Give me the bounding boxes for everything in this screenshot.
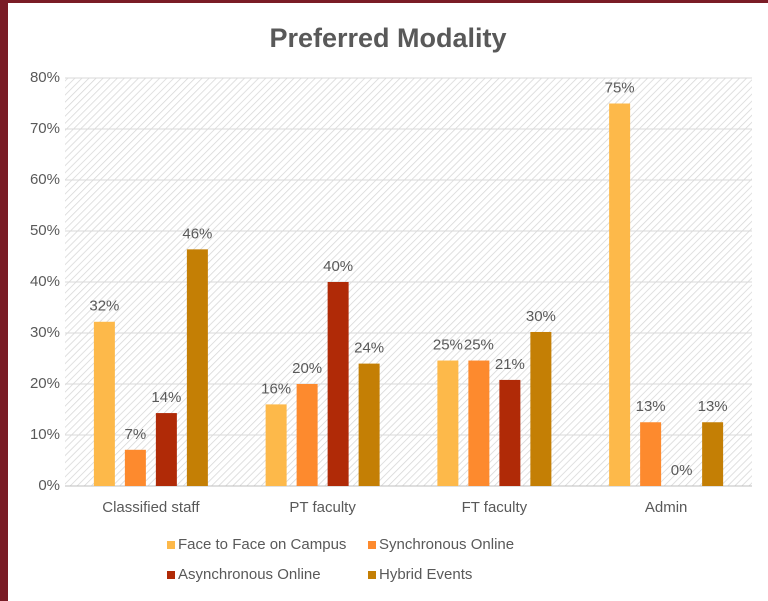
x-tick-label: PT faculty	[289, 499, 356, 516]
x-tick-label: FT faculty	[462, 499, 528, 516]
legend-swatch	[368, 541, 376, 549]
data-label: 20%	[292, 360, 322, 377]
legend-label: Face to Face on Campus	[178, 536, 346, 553]
y-tick-label: 20%	[30, 375, 60, 392]
bar	[640, 422, 662, 486]
chart-title: Preferred Modality	[269, 23, 506, 53]
data-label: 16%	[261, 380, 291, 397]
y-tick-label: 50%	[30, 222, 60, 239]
bar	[358, 363, 380, 486]
bar	[702, 422, 724, 486]
bar	[124, 449, 146, 486]
bar	[530, 331, 552, 486]
bar	[155, 413, 177, 486]
data-label: 75%	[605, 79, 635, 96]
chart-frame: Preferred Modality 0% 10% 20% 30% 40% 50% 60% 7…	[8, 3, 768, 601]
bar	[499, 379, 521, 486]
bar	[327, 282, 349, 486]
chart: Preferred Modality 0% 10% 20% 30% 40% 50% 60% 7…	[30, 23, 752, 583]
y-tick-label: 10%	[30, 426, 60, 443]
data-label: 21%	[495, 356, 525, 373]
data-label: 40%	[323, 258, 353, 275]
legend-label: Hybrid Events	[379, 566, 472, 583]
y-tick-label: 70%	[30, 120, 60, 137]
y-tick-label: 40%	[30, 273, 60, 290]
data-label: 25%	[464, 337, 494, 354]
bar	[468, 360, 490, 486]
y-tick-label: 30%	[30, 324, 60, 341]
y-tick-label: 60%	[30, 171, 60, 188]
x-tick-label: Admin	[645, 499, 688, 516]
data-label: 13%	[636, 398, 666, 415]
legend-swatch	[167, 571, 175, 579]
bar	[437, 360, 459, 486]
data-label: 25%	[433, 337, 463, 354]
data-label: 13%	[698, 398, 728, 415]
data-label: 7%	[125, 426, 147, 443]
legend-label: Synchronous Online	[379, 536, 514, 553]
y-tick-label: 80%	[30, 69, 60, 86]
bar	[186, 249, 208, 486]
data-label: 32%	[89, 298, 119, 315]
data-label: 24%	[354, 340, 384, 357]
legend-label: Asynchronous Online	[178, 566, 321, 583]
bar	[265, 404, 287, 486]
data-label: 14%	[151, 389, 181, 406]
data-label: 30%	[526, 308, 556, 325]
bar	[296, 384, 318, 486]
y-tick-label: 0%	[38, 477, 60, 494]
legend-swatch	[368, 571, 376, 579]
bar	[609, 103, 631, 486]
data-label: 0%	[671, 462, 693, 479]
legend-swatch	[167, 541, 175, 549]
x-tick-label: Classified staff	[102, 499, 200, 516]
data-label: 46%	[182, 225, 212, 242]
bar	[93, 321, 115, 486]
